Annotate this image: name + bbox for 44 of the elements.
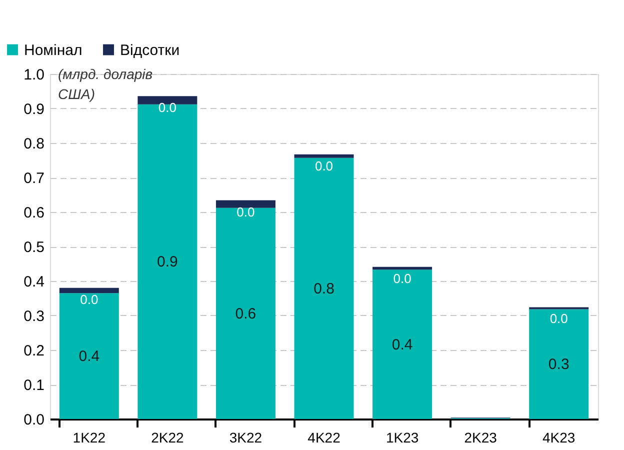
y-tick-label: 0.5 [24,239,44,256]
bar [294,154,354,158]
y-tick-label: 0.1 [24,377,44,394]
bar [294,158,354,419]
data-label: 0.0 [80,292,98,307]
data-label: 0.3 [548,356,570,374]
legend-label: Відсотки [120,42,180,59]
x-tick-label: 3K22 [229,430,262,446]
y-tick-label: 0.9 [24,101,44,118]
data-label: 0.4 [392,336,413,354]
y-tick-label: 0.4 [24,274,44,290]
y-tick-label: 0.0 [24,412,44,428]
data-label: 0.4 [78,348,100,366]
data-label: 0.0 [550,311,568,326]
bar [138,96,198,104]
bar [59,293,119,419]
y-tick-label: 0.3 [24,308,44,325]
data-label: 0.0 [393,270,412,286]
data-label: 0.0 [314,158,334,174]
y-tick-label: 0.2 [24,342,44,360]
x-tick-label: 2K23 [464,430,498,446]
x-tick-label: 2K22 [151,430,184,446]
y-tick-label: 0.6 [24,204,44,222]
y-tick-label: 1.0 [24,66,44,84]
data-label: 0.0 [158,100,176,116]
bar [216,208,276,419]
bar [138,104,198,419]
bar [372,270,432,419]
bar [59,288,119,294]
y-tick-label: 0.8 [24,136,44,152]
bar [372,266,432,270]
y-tick-label: 0.7 [24,170,44,187]
x-tick-label: 4K23 [542,430,576,446]
x-tick-label: 1K22 [72,430,106,446]
y-axis-title: (млрд. доларів США) [58,66,153,102]
data-label: 0.9 [157,254,178,271]
legend-label: Номінал [24,42,82,59]
x-tick-label: 4K22 [308,430,341,446]
x-tick-label: 1K23 [386,430,419,446]
bar [529,309,589,419]
data-label: 0.8 [314,280,334,298]
bar [216,200,276,208]
data-label: 0.0 [236,204,255,220]
data-label: 0.6 [235,305,256,322]
